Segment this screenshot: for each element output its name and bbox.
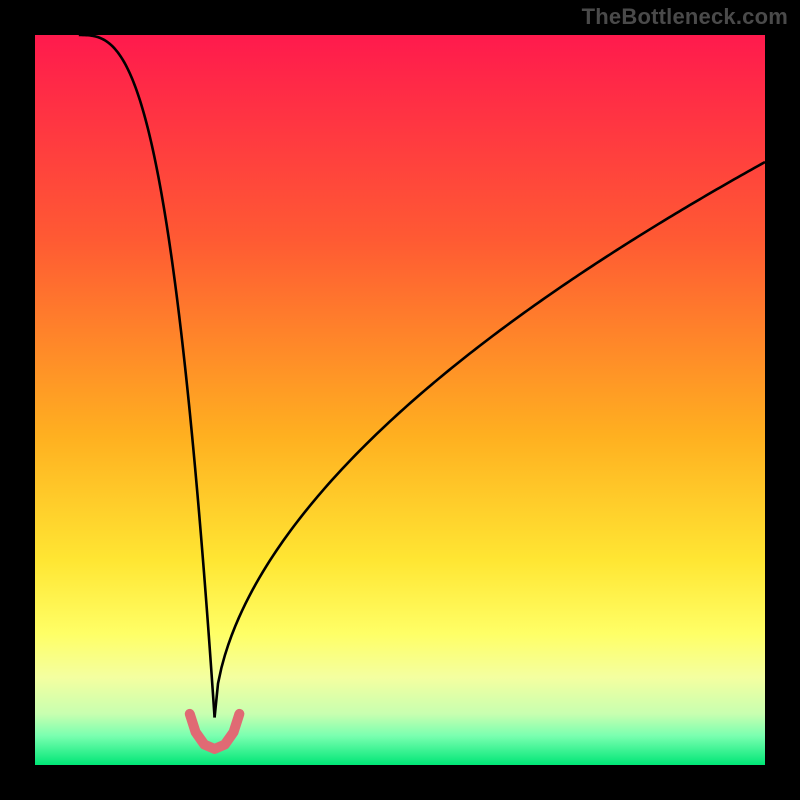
bottleneck-curve-right — [215, 162, 765, 718]
bottleneck-curve-left — [79, 35, 215, 718]
watermark-text: TheBottleneck.com — [582, 4, 788, 30]
bottleneck-nub — [190, 714, 240, 749]
chart-plot-area — [35, 35, 765, 765]
curve-overlay — [35, 35, 765, 765]
